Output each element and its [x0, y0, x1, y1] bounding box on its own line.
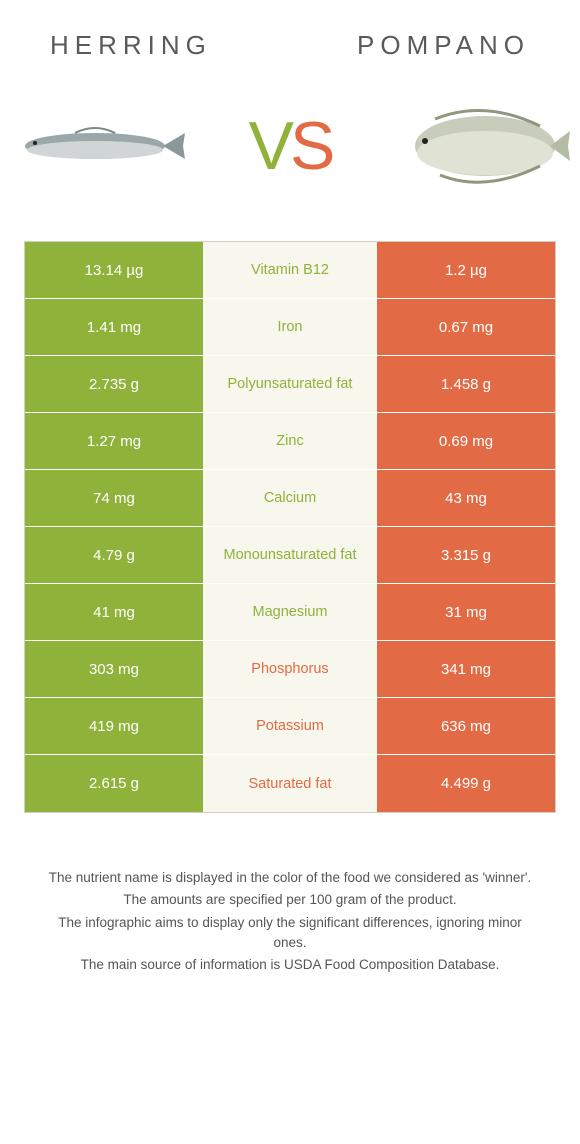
nutrient-table: 13.14 µgVitamin B121.2 µg1.41 mgIron0.67…: [24, 241, 556, 813]
left-food-title: Herring: [50, 30, 212, 61]
left-value-cell: 1.41 mg: [25, 299, 203, 355]
table-row: 74 mgCalcium43 mg: [25, 470, 555, 527]
herring-image: [10, 121, 190, 171]
right-value-cell: 4.499 g: [377, 755, 555, 812]
left-value-cell: 74 mg: [25, 470, 203, 526]
right-value-cell: 1.458 g: [377, 356, 555, 412]
left-value-cell: 4.79 g: [25, 527, 203, 583]
table-row: 419 mgPotassium636 mg: [25, 698, 555, 755]
nutrient-label-cell: Polyunsaturated fat: [203, 356, 377, 412]
nutrient-label-cell: Calcium: [203, 470, 377, 526]
hero-section: VS: [0, 71, 580, 241]
footnote-line: The infographic aims to display only the…: [40, 913, 540, 954]
table-row: 303 mgPhosphorus341 mg: [25, 641, 555, 698]
left-value-cell: 2.735 g: [25, 356, 203, 412]
footnote-block: The nutrient name is displayed in the co…: [40, 868, 540, 975]
left-value-cell: 13.14 µg: [25, 242, 203, 298]
right-value-cell: 43 mg: [377, 470, 555, 526]
nutrient-label-cell: Phosphorus: [203, 641, 377, 697]
right-value-cell: 636 mg: [377, 698, 555, 754]
table-row: 1.27 mgZinc0.69 mg: [25, 413, 555, 470]
left-value-cell: 1.27 mg: [25, 413, 203, 469]
nutrient-label-cell: Magnesium: [203, 584, 377, 640]
vs-label: VS: [220, 107, 360, 185]
table-row: 2.615 gSaturated fat4.499 g: [25, 755, 555, 812]
table-row: 4.79 gMonounsaturated fat3.315 g: [25, 527, 555, 584]
right-food-title: Pompano: [357, 30, 530, 61]
right-value-cell: 0.67 mg: [377, 299, 555, 355]
nutrient-label-cell: Iron: [203, 299, 377, 355]
right-value-cell: 31 mg: [377, 584, 555, 640]
table-row: 41 mgMagnesium31 mg: [25, 584, 555, 641]
nutrient-label-cell: Zinc: [203, 413, 377, 469]
right-value-cell: 1.2 µg: [377, 242, 555, 298]
nutrient-label-cell: Saturated fat: [203, 755, 377, 812]
table-row: 1.41 mgIron0.67 mg: [25, 299, 555, 356]
nutrient-label-cell: Vitamin B12: [203, 242, 377, 298]
table-row: 13.14 µgVitamin B121.2 µg: [25, 242, 555, 299]
table-row: 2.735 gPolyunsaturated fat1.458 g: [25, 356, 555, 413]
footnote-line: The nutrient name is displayed in the co…: [40, 868, 540, 888]
left-value-cell: 303 mg: [25, 641, 203, 697]
left-value-cell: 41 mg: [25, 584, 203, 640]
left-value-cell: 2.615 g: [25, 755, 203, 812]
right-value-cell: 0.69 mg: [377, 413, 555, 469]
nutrient-label-cell: Potassium: [203, 698, 377, 754]
nutrient-label-cell: Monounsaturated fat: [203, 527, 377, 583]
footnote-line: The amounts are specified per 100 gram o…: [40, 890, 540, 910]
right-value-cell: 3.315 g: [377, 527, 555, 583]
pompano-image: [390, 101, 570, 191]
vs-v: V: [249, 107, 290, 185]
vs-s: S: [290, 107, 331, 185]
footnote-line: The main source of information is USDA F…: [40, 955, 540, 975]
right-value-cell: 341 mg: [377, 641, 555, 697]
left-value-cell: 419 mg: [25, 698, 203, 754]
